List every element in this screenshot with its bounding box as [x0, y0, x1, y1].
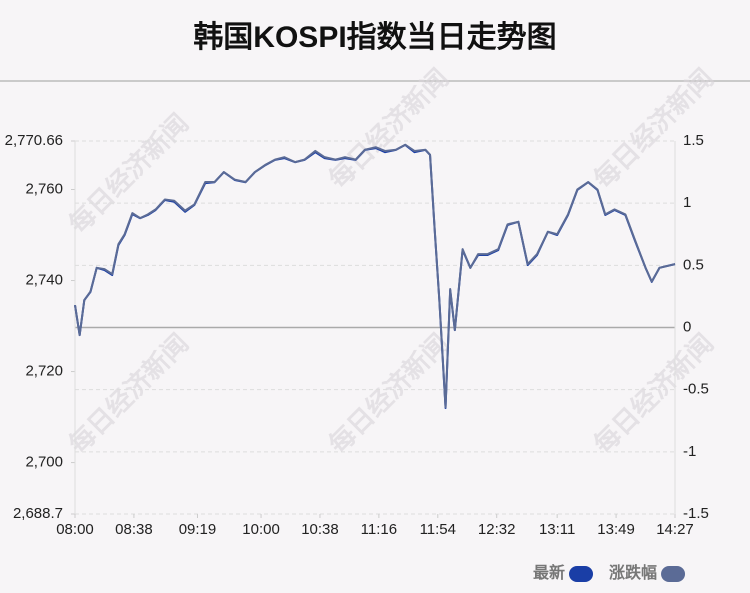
legend-swatch — [569, 566, 594, 582]
y2-tick-label: -0.5 — [683, 381, 709, 398]
legend-label: 最新 — [533, 563, 565, 582]
y2-tick-label: -1.5 — [683, 505, 709, 522]
y-tick-label: 2,720 — [25, 363, 63, 380]
x-tick-label: 11:54 — [420, 521, 456, 538]
x-tick-label: 13:49 — [597, 521, 635, 538]
legend-swatch — [661, 566, 686, 582]
y-tick-label: 2,688.7 — [13, 505, 63, 522]
x-tick-label: 08:00 — [56, 521, 94, 538]
x-tick-label: 11:16 — [361, 521, 397, 538]
x-tick-label: 08:38 — [115, 521, 153, 538]
y2-tick-label: -1 — [683, 443, 696, 460]
x-tick-label: 12:32 — [478, 521, 516, 538]
x-tick-label: 13:11 — [539, 521, 575, 538]
watermark: 每日经济新闻 — [63, 328, 195, 460]
watermark: 每日经济新闻 — [323, 63, 455, 195]
series-line — [74, 143, 676, 409]
legend-label: 涨跌幅 — [609, 563, 657, 582]
x-tick-label: 09:19 — [179, 521, 217, 538]
y-tick-label: 2,770.66 — [5, 132, 63, 149]
x-tick-label: 10:38 — [301, 521, 339, 538]
x-tick-label: 10:00 — [242, 521, 280, 538]
y-tick-label: 2,700 — [25, 454, 63, 471]
chart-title: 韩国KOSPI指数当日走势图 — [193, 21, 556, 54]
watermark: 每日经济新闻 — [323, 328, 455, 460]
y2-tick-label: 0.5 — [683, 256, 704, 273]
watermarks: 每日经济新闻 每日经济新闻 每日经济新闻 每日经济新闻 每日经济新闻 每日经济新… — [63, 63, 720, 460]
x-tick-label: 14:27 — [656, 521, 694, 538]
y-tick-label: 2,760 — [25, 180, 63, 197]
watermark: 每日经济新闻 — [588, 63, 720, 195]
y2-tick-label: 0 — [683, 318, 691, 335]
y2-tick-label: 1 — [683, 194, 691, 211]
y2-tick-label: 1.5 — [683, 132, 704, 149]
y-tick-label: 2,740 — [25, 272, 63, 289]
watermark: 每日经济新闻 — [63, 108, 195, 240]
